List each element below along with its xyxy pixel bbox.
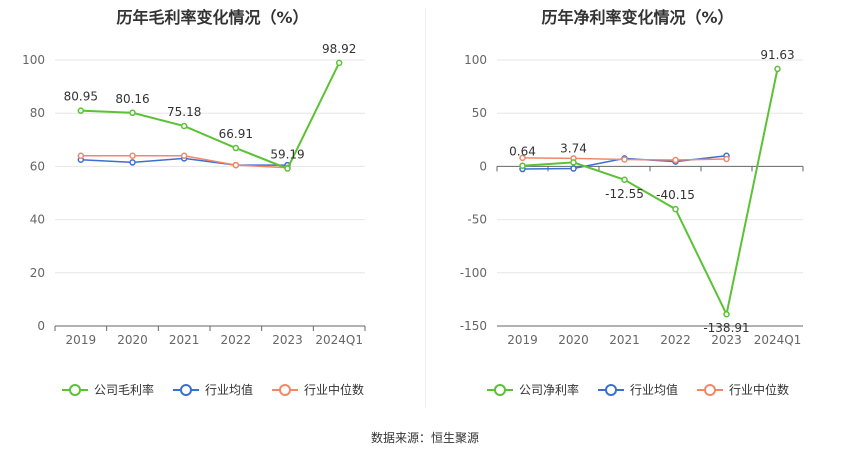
- y-tick-label: 0: [37, 319, 45, 333]
- x-tick-label: 2020: [558, 333, 589, 347]
- data-point[interactable]: [621, 176, 628, 184]
- data-label: 98.92: [322, 42, 356, 56]
- data-label: 80.16: [115, 92, 149, 106]
- legend-item[interactable]: 公司毛利率: [61, 381, 154, 398]
- data-label: 91.63: [760, 48, 794, 62]
- gross-margin-panel: 历年毛利率变化情况（%） 0 20 40 60 80 100 2019 2020 2021 202…: [0, 0, 425, 420]
- legend-item[interactable]: 行业均值: [172, 381, 253, 398]
- x-tick-label: 2021: [609, 333, 640, 347]
- gross-margin-title: 历年毛利率变化情况（%）: [116, 8, 309, 27]
- y-tick-label: -150: [460, 319, 487, 333]
- legend-label: 行业中位数: [729, 383, 790, 397]
- data-point[interactable]: [672, 156, 679, 164]
- net-margin-chart: -150 -100 -50 0 50 100 2019 2020 2021 2022 2023 202…: [460, 48, 804, 347]
- data-point[interactable]: [519, 154, 526, 162]
- x-tick-label: 2024Q1: [315, 333, 363, 347]
- data-point[interactable]: [570, 165, 577, 172]
- legend-label: 行业中位数: [304, 383, 365, 397]
- x-tick-label: 2020: [117, 333, 148, 347]
- y-tick-label: -50: [467, 213, 487, 227]
- legend-marker-icon: [172, 383, 199, 396]
- data-label: 80.95: [64, 90, 98, 104]
- net-margin-title: 历年净利率变化情况（%）: [541, 8, 734, 27]
- x-tick-label: 2019: [66, 333, 97, 347]
- y-tick-label: 60: [30, 159, 45, 173]
- data-point[interactable]: [232, 144, 240, 152]
- legend-label: 公司毛利率: [93, 383, 154, 397]
- panel-divider: [425, 8, 426, 408]
- legend-marker-icon: [597, 383, 624, 396]
- data-point[interactable]: [723, 310, 730, 318]
- data-point[interactable]: [672, 205, 679, 213]
- data-label: -138.91: [703, 321, 749, 335]
- data-label: -40.15: [656, 188, 695, 202]
- data-label: 59.19: [270, 148, 304, 162]
- data-point[interactable]: [723, 155, 730, 163]
- data-point[interactable]: [774, 65, 781, 73]
- legend-marker-icon: [272, 383, 298, 396]
- data-point[interactable]: [77, 152, 85, 160]
- x-tick-label: 2021: [169, 333, 200, 347]
- data-point[interactable]: [77, 107, 85, 114]
- y-tick-label: 40: [30, 213, 45, 227]
- data-label: 75.18: [167, 105, 201, 119]
- x-tick-label: 2022: [221, 333, 252, 347]
- data-label: -12.55: [605, 187, 644, 201]
- y-tick-label: 100: [464, 53, 487, 67]
- data-point[interactable]: [129, 109, 136, 117]
- x-tick-label: 2023: [272, 333, 303, 347]
- legend-item[interactable]: 行业中位数: [696, 381, 789, 398]
- data-label: 0.64: [509, 145, 536, 159]
- legend-item[interactable]: 公司净利率: [486, 381, 579, 398]
- y-tick-label: -100: [460, 266, 487, 280]
- data-point[interactable]: [519, 162, 526, 169]
- net-margin-panel: 历年净利率变化情况（%） -150 -100 -50 0 50 100 2019 2020 20…: [425, 0, 850, 420]
- legend-label: 公司净利率: [518, 383, 579, 397]
- data-point[interactable]: [129, 152, 136, 160]
- y-tick-label: 50: [472, 106, 487, 120]
- data-point[interactable]: [284, 165, 291, 172]
- gross-margin-chart: 0 20 40 60 80 100 2019 2020 2021 2022 2023 2024Q1 80…: [22, 42, 366, 347]
- legend-item[interactable]: 行业中位数: [271, 381, 364, 398]
- x-tick-label: 2024Q1: [754, 333, 802, 347]
- y-tick-label: 0: [479, 159, 487, 173]
- data-label: 66.91: [219, 127, 253, 141]
- data-point[interactable]: [180, 152, 188, 160]
- net-margin-legend: 公司净利率 行业均值 行业中位数: [425, 381, 850, 398]
- data-point[interactable]: [621, 156, 628, 163]
- data-point[interactable]: [180, 122, 188, 130]
- y-tick-label: 80: [30, 106, 45, 120]
- data-point[interactable]: [335, 59, 343, 67]
- data-point[interactable]: [570, 159, 577, 166]
- data-source-note: 数据来源：恒生聚源: [370, 431, 479, 445]
- series-line: [522, 68, 779, 318]
- gross-margin-legend: 公司毛利率 行业均值 行业中位数: [0, 381, 425, 398]
- y-tick-label: 20: [30, 266, 45, 280]
- legend-item[interactable]: 行业均值: [597, 381, 678, 398]
- series-line: [80, 62, 341, 170]
- data-point[interactable]: [232, 161, 240, 169]
- legend-marker-icon: [486, 383, 513, 396]
- legend-label: 行业均值: [204, 383, 253, 397]
- x-tick-label: 2022: [660, 333, 691, 347]
- x-tick-label: 2019: [507, 333, 538, 347]
- x-tick-label: 2023: [711, 333, 742, 347]
- y-tick-label: 100: [22, 53, 45, 67]
- legend-marker-icon: [61, 383, 88, 396]
- legend-marker-icon: [697, 383, 723, 396]
- legend-label: 行业均值: [629, 383, 678, 397]
- data-label: 3.74: [560, 141, 587, 155]
- data-point[interactable]: [129, 159, 136, 166]
